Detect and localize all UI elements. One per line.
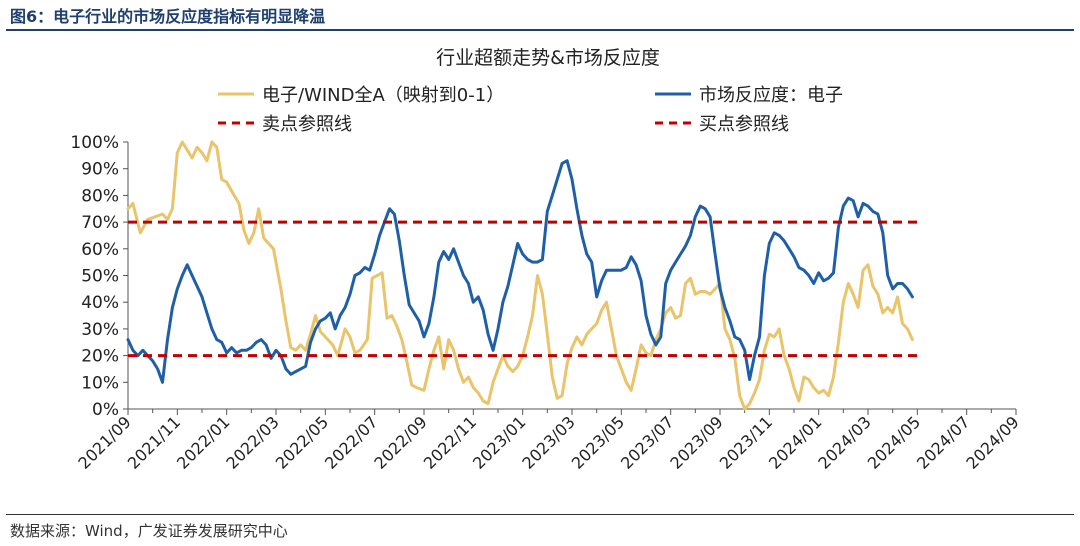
source-note: 数据来源：Wind，广发证券发展研究中心	[10, 522, 288, 540]
y-tick-label: 50%	[81, 267, 119, 287]
x-tick-label: 2024/03	[814, 412, 874, 472]
source-rule	[6, 514, 1074, 515]
chart-title: 行业超额走势&市场反应度	[436, 47, 660, 69]
y-tick-label: 100%	[70, 133, 119, 153]
y-tick-label: 60%	[81, 240, 119, 260]
x-tick-label: 2022/05	[272, 412, 332, 472]
y-tick-label: 10%	[81, 373, 119, 393]
x-tick-label: 2023/03	[518, 412, 578, 472]
legend-label: 卖点参照线	[262, 114, 352, 135]
figure-title: 图6：电子行业的市场反应度指标有明显降温	[10, 7, 326, 26]
x-tick-label: 2023/05	[568, 412, 628, 472]
series-line-1	[126, 159, 914, 384]
x-tick-label: 2022/01	[173, 412, 233, 472]
title-rule	[6, 29, 1074, 31]
legend-label: 买点参照线	[699, 114, 789, 135]
x-tick-label: 2023/11	[716, 412, 776, 472]
x-tick-label: 2021/09	[74, 412, 134, 472]
line-chart: 行业超额走势&市场反应度 电子/WIND全A（映射到0-1） 市场反应度：电子卖点…	[70, 47, 1022, 473]
y-tick-label: 80%	[81, 186, 119, 206]
x-tick-label: 2022/07	[321, 412, 381, 472]
y-tick-label: 0%	[92, 400, 119, 420]
y-tick-label: 90%	[81, 160, 119, 180]
x-tick-label: 2022/11	[420, 412, 480, 472]
x-tick-label: 2022/09	[370, 412, 430, 472]
x-tick-label: 2024/07	[913, 412, 973, 472]
y-tick-label: 20%	[81, 347, 119, 367]
x-tick-label: 2024/01	[765, 412, 825, 472]
x-tick-label: 2024/05	[864, 412, 924, 472]
x-tick-label: 2021/11	[124, 412, 184, 472]
x-tick-label: 2023/07	[617, 412, 677, 472]
y-tick-label: 40%	[81, 293, 119, 313]
x-tick-label: 2023/09	[666, 412, 726, 472]
series-line-0	[126, 140, 914, 411]
x-tick-label: 2024/09	[962, 412, 1022, 472]
legend-label: 市场反应度：电子	[699, 85, 843, 106]
legend-label: 电子/WIND全A（映射到0-1）	[262, 85, 504, 106]
chart-series	[126, 140, 918, 411]
y-tick-label: 70%	[81, 213, 119, 233]
y-tick-label: 30%	[81, 320, 119, 340]
x-tick-label: 2023/01	[469, 412, 529, 472]
x-tick-label: 2022/03	[222, 412, 282, 472]
